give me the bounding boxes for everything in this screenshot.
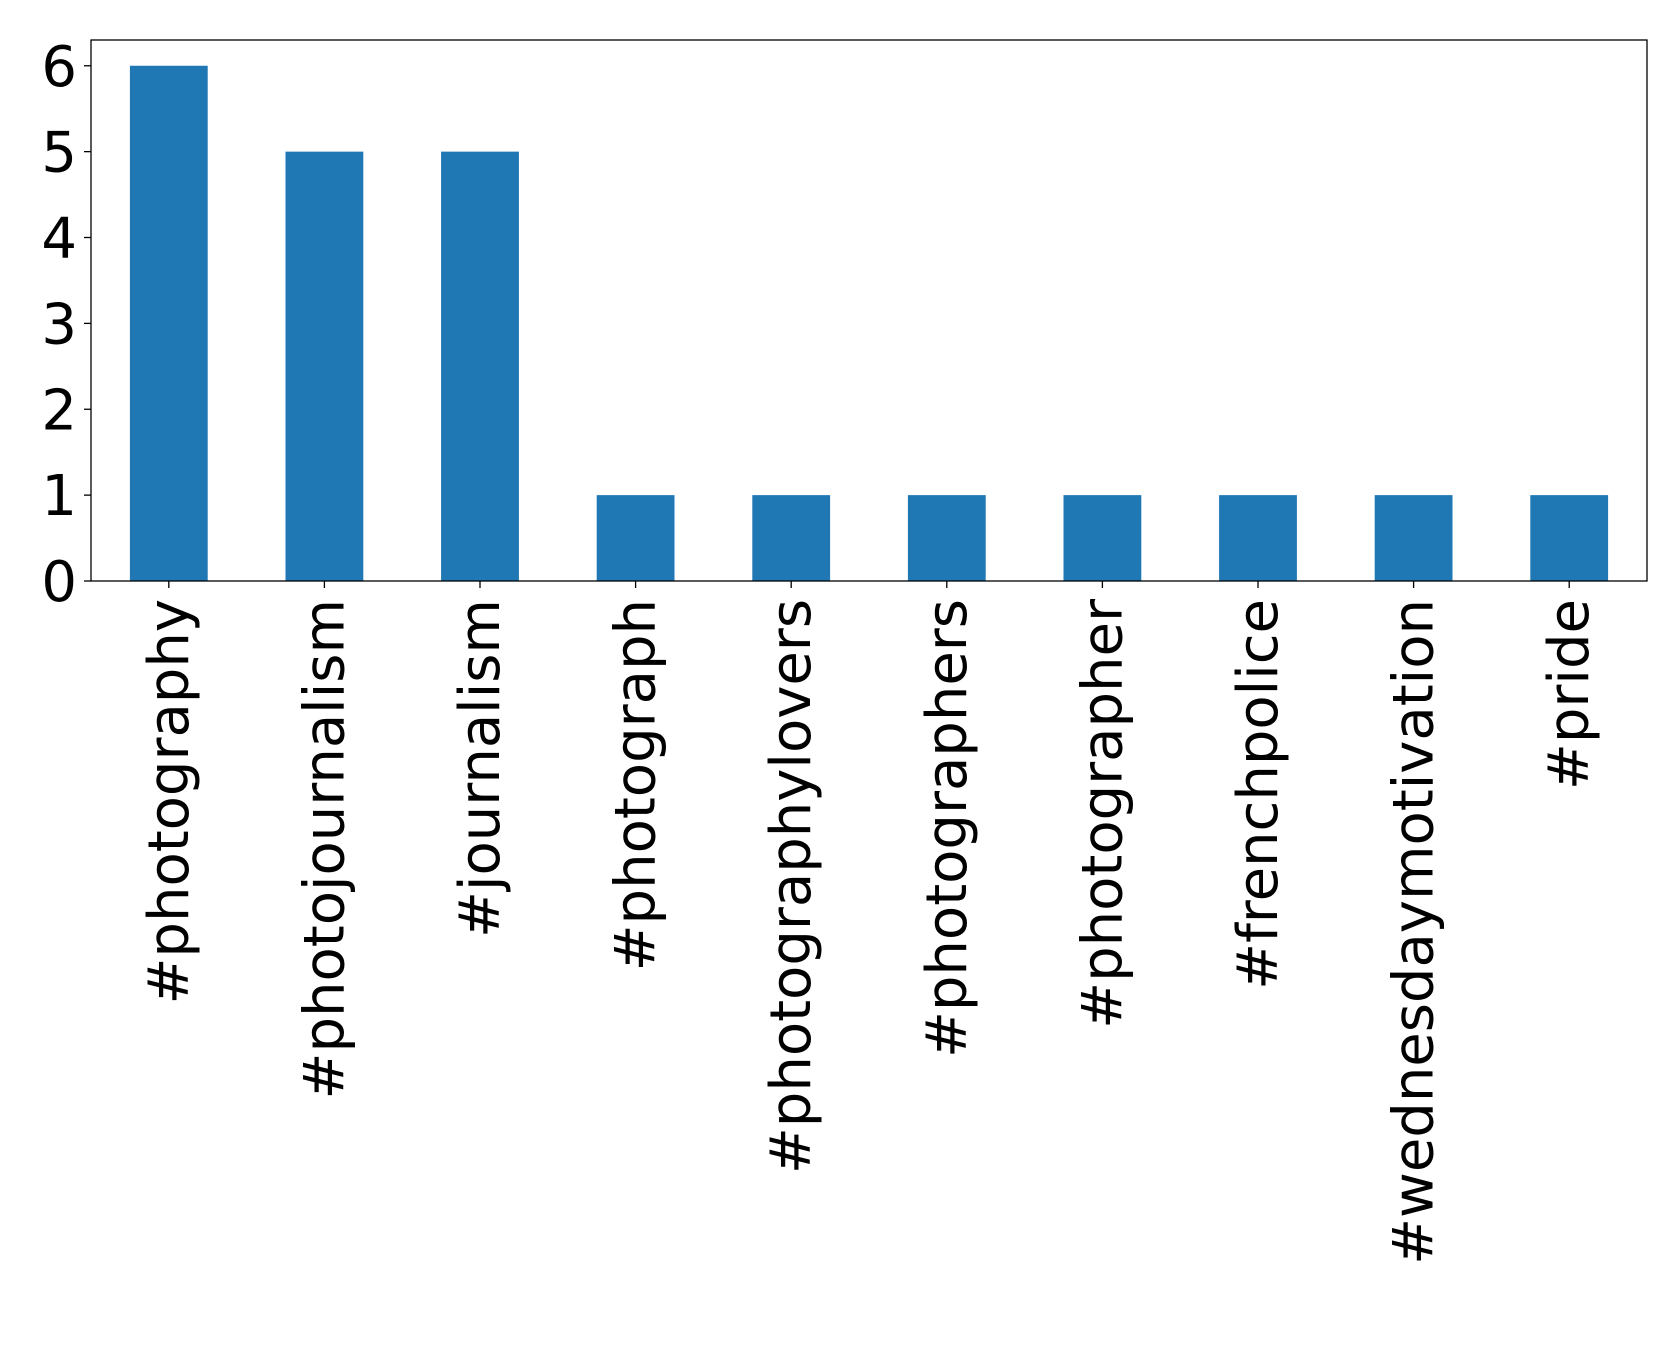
x-tick-label-2: #journalism — [448, 599, 513, 938]
bar-6 — [1063, 495, 1142, 581]
x-tick-label-5: #photographers — [915, 599, 980, 1058]
x-tick-label-9: #pride — [1537, 599, 1602, 790]
y-tick-label-5: 5 — [41, 121, 77, 186]
bars-group — [129, 65, 1609, 581]
plot-area-frame — [90, 39, 1648, 582]
bar-0 — [129, 65, 208, 581]
x-tick-label-6: #photographer — [1070, 598, 1135, 1029]
x-tick-label-7: #frenchpolice — [1226, 599, 1291, 990]
bar-9 — [1530, 495, 1609, 581]
x-tick-label-0: #photography — [137, 599, 202, 1005]
bar-7 — [1219, 495, 1297, 581]
y-tick-label-0: 0 — [41, 550, 77, 615]
bar-5 — [907, 495, 986, 581]
y-tick-label-6: 6 — [41, 35, 77, 100]
bar-8 — [1374, 495, 1453, 581]
x-tick-label-8: #wednesdaymotivation — [1382, 599, 1447, 1265]
bar-3 — [596, 495, 675, 581]
y-tick-label-4: 4 — [41, 207, 77, 272]
bar-4 — [752, 495, 831, 581]
x-axis: #photography #photojournalism #journalism #… — [137, 581, 1602, 1265]
x-tick-label-3: #photograph — [604, 599, 669, 971]
bar-2 — [441, 151, 519, 581]
bar-1 — [285, 151, 364, 581]
x-tick-label-4: #photographylovers — [759, 599, 824, 1174]
y-tick-label-2: 2 — [41, 378, 77, 443]
x-tick-label-1: #photojournalism — [292, 599, 357, 1099]
y-axis: 0 1 2 3 4 5 6 — [41, 35, 91, 615]
y-tick-label-3: 3 — [41, 292, 77, 357]
y-tick-label-1: 1 — [41, 464, 77, 529]
